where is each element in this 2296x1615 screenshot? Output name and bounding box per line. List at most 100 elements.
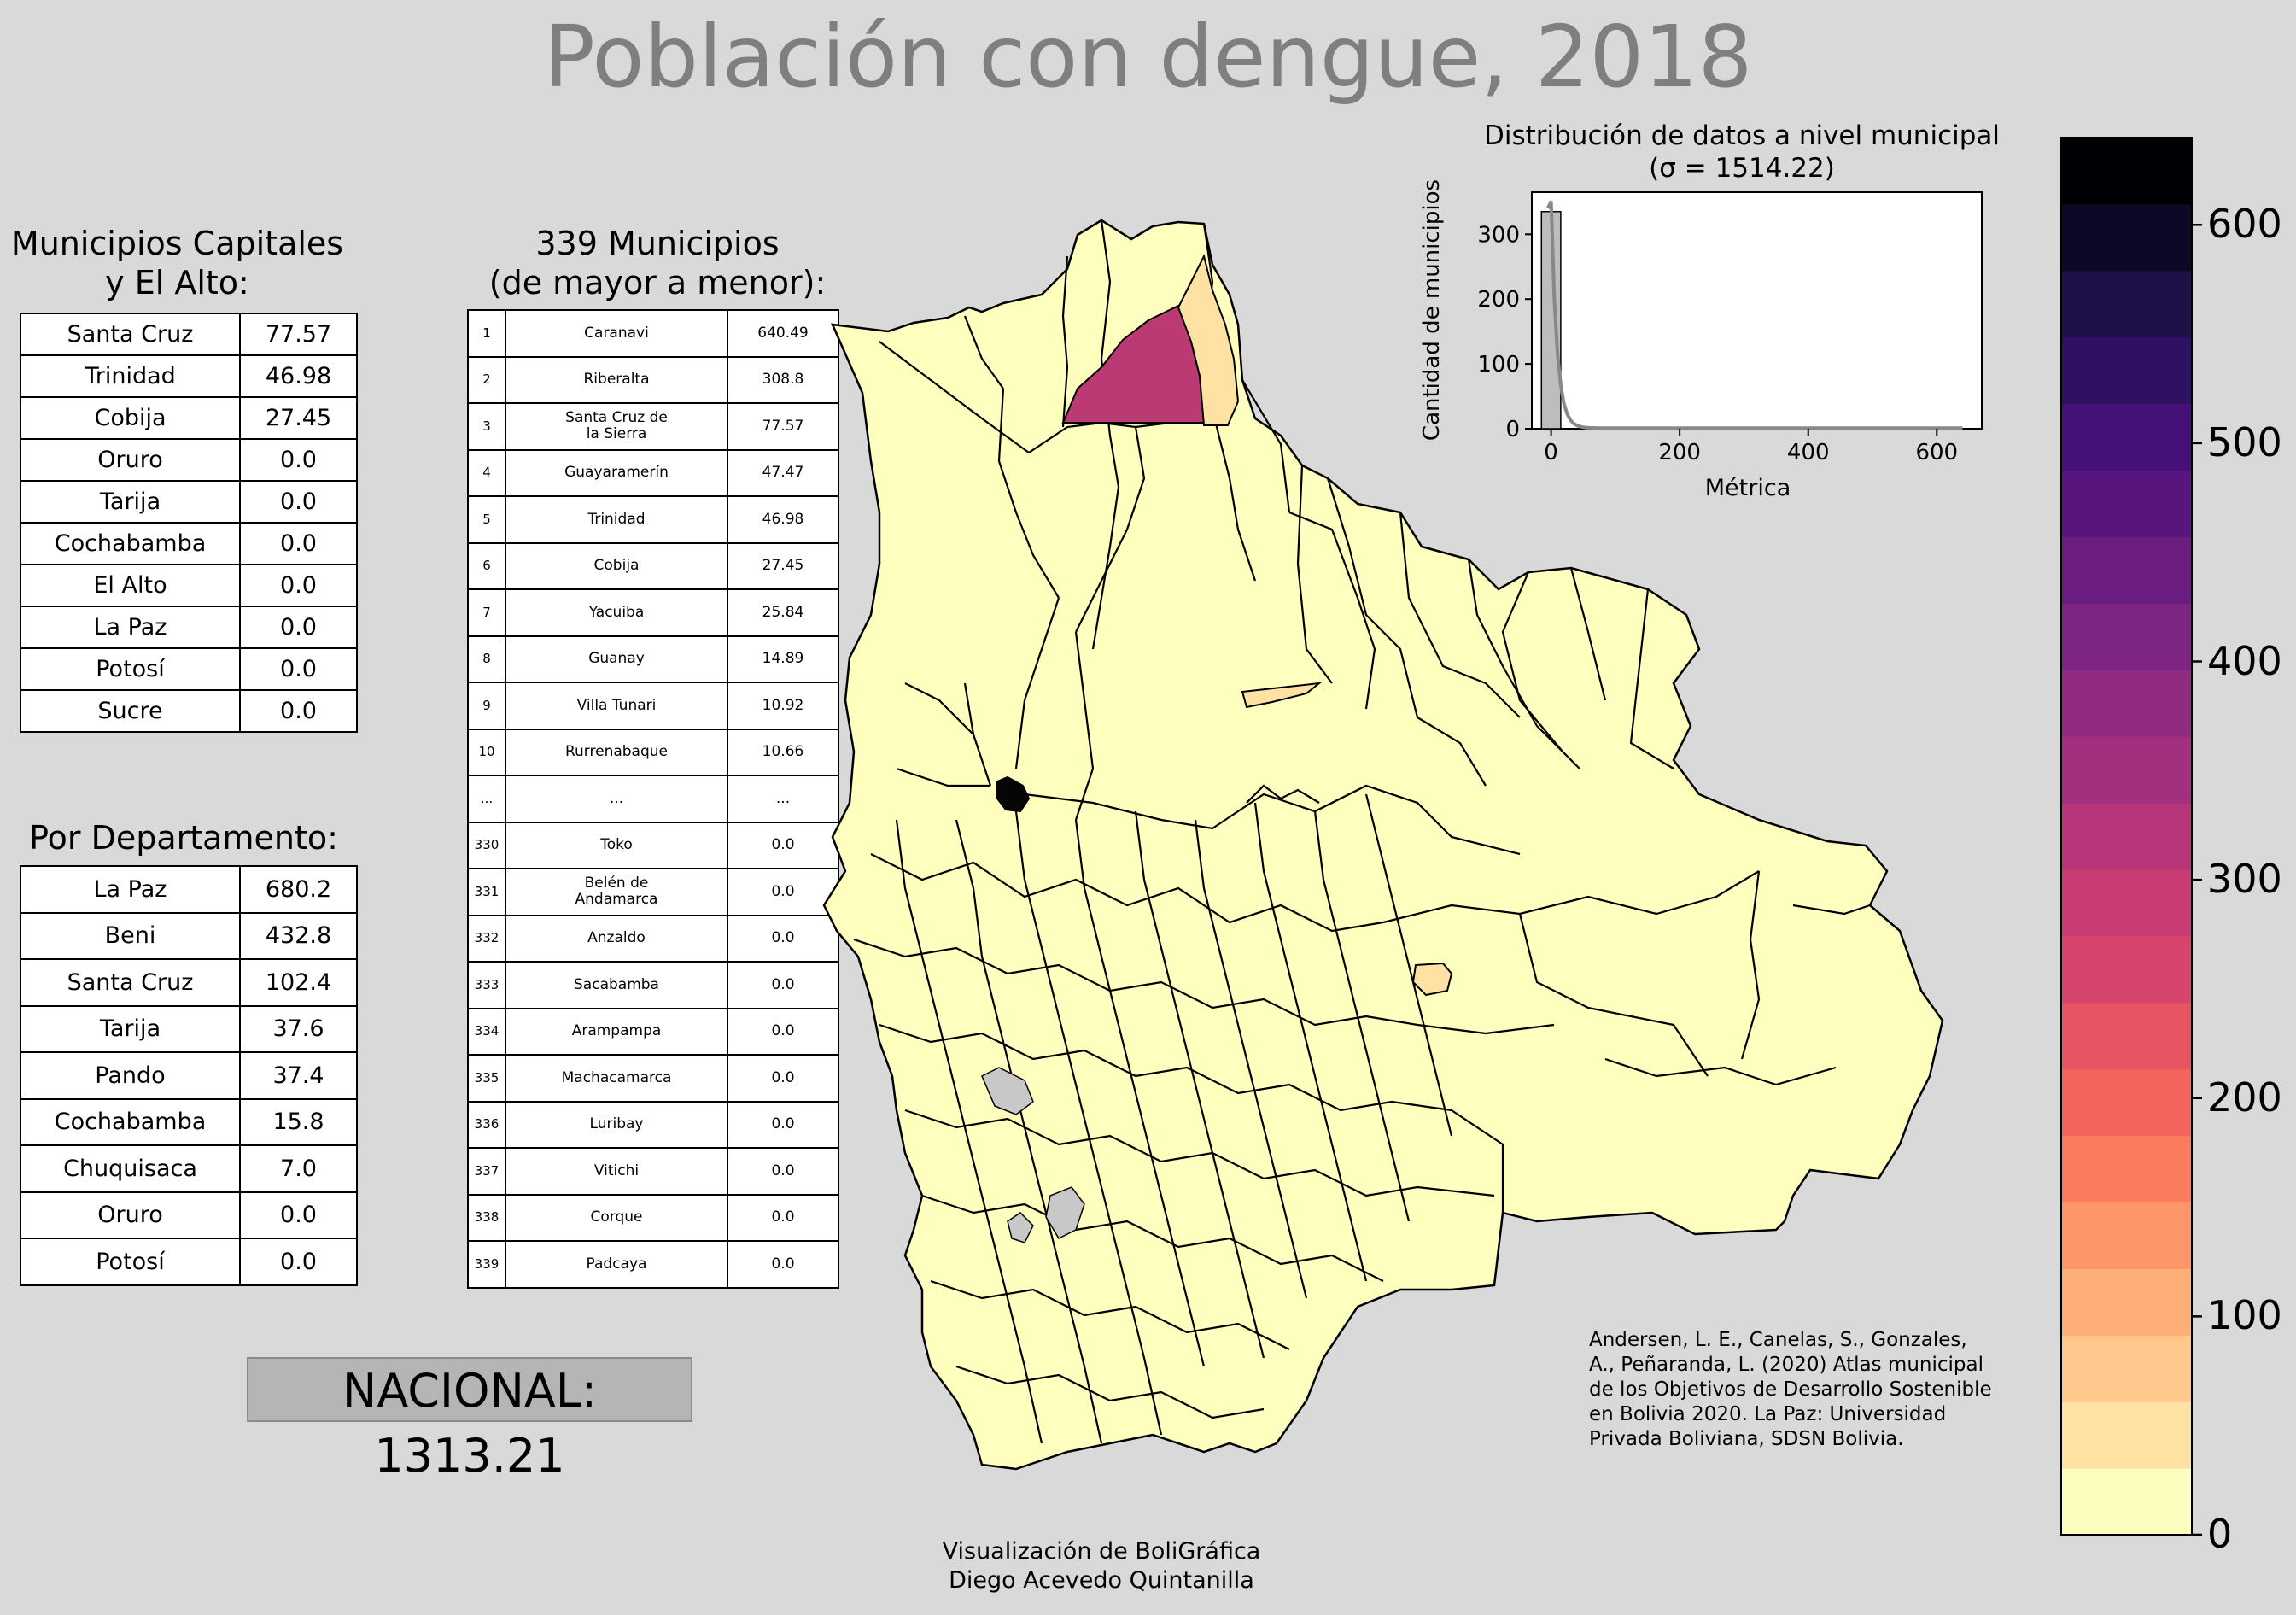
department-row: Beni 432.8: [20, 911, 358, 960]
municipalities-table: 1 Caranavi 640.49 2 Riberalta 308.8 3 Santa Cru…: [467, 309, 839, 1289]
municipal-border: [930, 1279, 1290, 1350]
lakes: [981, 1067, 1085, 1243]
capital-name: Oruro: [20, 438, 241, 482]
guayaramerin-region: [1177, 254, 1240, 426]
colorbar-band: [2061, 736, 2192, 804]
colorbar-band: [2061, 270, 2192, 338]
municipality-value: 46.98: [727, 495, 839, 544]
capital-row: Oruro 0.0: [20, 438, 358, 482]
municipality-value: 25.84: [727, 588, 839, 637]
municipality-row: 5 Trinidad 46.98: [467, 495, 839, 544]
municipal-border: [1253, 802, 1368, 1282]
municipal-border: [1569, 567, 1607, 701]
colorbar-band: [2061, 1202, 2192, 1269]
municipal-border: [1518, 913, 1709, 1077]
lake-shape: [981, 1067, 1034, 1115]
municipality-name: Corque: [505, 1193, 728, 1242]
capital-row: Cochabamba 0.0: [20, 522, 358, 565]
department-value: 37.6: [239, 1004, 358, 1053]
municipality-rank: 337: [467, 1147, 506, 1196]
municipality-value: 0.0: [727, 1147, 839, 1196]
colorbar-tick-label: 600: [2207, 201, 2282, 248]
municipal-border: [997, 388, 1060, 599]
histogram-x-label: Métrica: [1705, 475, 1791, 501]
municipality-row: 335 Machacamarca 0.0: [467, 1054, 839, 1103]
municipality-value: 0.0: [727, 914, 839, 963]
department-name: Oruro: [20, 1191, 241, 1239]
x-tick-label: 400: [1787, 440, 1830, 465]
department-name: Chuquisaca: [20, 1144, 241, 1193]
municipality-value: 10.92: [727, 682, 839, 730]
municipality-row: 334 Arampampa 0.0: [467, 1007, 839, 1056]
colorbar-tick-label: 500: [2207, 418, 2282, 465]
colorbar-band: [2061, 1002, 2192, 1070]
municipal-border: [1091, 435, 1120, 650]
capital-value: 0.0: [239, 438, 358, 482]
y-tick-label: 100: [1477, 352, 1520, 377]
colorbar-band: [2061, 536, 2192, 604]
municipal-border: [955, 819, 1103, 1444]
municipal-border: [1467, 559, 1580, 769]
municipality-name: Sacabamba: [505, 961, 728, 1009]
municipality-rank: 3: [467, 402, 506, 451]
capital-value: 0.0: [239, 647, 358, 691]
municipality-row: 6 Cobija 27.45: [467, 541, 839, 590]
colorbar-tick-label: 400: [2207, 637, 2282, 684]
municipality-row: 336 Luribay 0.0: [467, 1100, 839, 1149]
municipality-rank: 336: [467, 1100, 506, 1149]
capital-row: Trinidad 46.98: [20, 354, 358, 398]
municipality-rank: 339: [467, 1240, 506, 1289]
municipality-value: ...: [727, 775, 839, 823]
municipality-rank: 332: [467, 914, 506, 963]
municipality-rank: 6: [467, 541, 506, 590]
municipality-name: Santa Cruz de la Sierra: [505, 402, 728, 451]
municipality-name: Riberalta: [505, 355, 728, 404]
colorbar-tick-label: 0: [2207, 1511, 2233, 1557]
municipal-border: [1061, 255, 1069, 428]
municipality-rank: 334: [467, 1007, 506, 1056]
municipality-name: Rurrenabaque: [505, 728, 728, 776]
capital-value: 46.98: [239, 354, 358, 398]
municipalities-title: 339 Municipios (de mayor a menor):: [488, 225, 827, 301]
municipality-rank: 330: [467, 821, 506, 869]
capital-value: 0.0: [239, 480, 358, 524]
municipality-rank: 331: [467, 868, 506, 916]
colorbar-band: [2061, 869, 2192, 937]
department-name: Cochabamba: [20, 1097, 241, 1146]
municipality-name: Luribay: [505, 1100, 728, 1149]
colorbar-band: [2061, 403, 2192, 471]
municipality-value: 14.89: [727, 635, 839, 683]
country-outline: [822, 219, 1944, 1471]
department-value: 15.8: [239, 1097, 358, 1146]
department-row: Pando 37.4: [20, 1051, 358, 1100]
municipality-value: 0.0: [727, 961, 839, 1009]
municipal-border: [904, 682, 974, 735]
department-value: 37.4: [239, 1051, 358, 1100]
municipality-value: 0.0: [727, 1193, 839, 1242]
municipality-rank: 9: [467, 682, 506, 730]
capital-value: 27.45: [239, 396, 358, 440]
municipal-border: [1288, 511, 1376, 710]
department-value: 432.8: [239, 911, 358, 960]
municipal-border: [853, 938, 1418, 1027]
municipal-border: [1740, 870, 1761, 1060]
municipality-name: Caranavi: [505, 309, 728, 358]
municipal-border: [904, 1109, 1495, 1197]
municipal-border: [1074, 819, 1206, 1367]
capital-name: Trinidad: [20, 354, 241, 398]
department-name: Pando: [20, 1051, 241, 1100]
capital-value: 0.0: [239, 522, 358, 565]
municipal-border: [1399, 512, 1521, 718]
municipality-row: 7 Yacuiba 25.84: [467, 588, 839, 637]
page-title: Población con dengue, 2018: [543, 7, 1753, 107]
histogram-title: Distribución de datos a nivel municipal …: [1483, 120, 2001, 184]
caranavi-region: [996, 775, 1031, 813]
x-tick-label: 0: [1544, 440, 1558, 465]
citation-text: Andersen, L. E., Canelas, S., Gonzales, …: [1589, 1329, 1992, 1450]
municipality-rank: 333: [467, 961, 506, 1009]
municipal-borders: [853, 219, 1871, 1444]
capital-name: El Alto: [20, 564, 241, 607]
capital-name: Sucre: [20, 689, 241, 733]
capital-name: Tarija: [20, 480, 241, 524]
municipality-value: 10.66: [727, 728, 839, 776]
